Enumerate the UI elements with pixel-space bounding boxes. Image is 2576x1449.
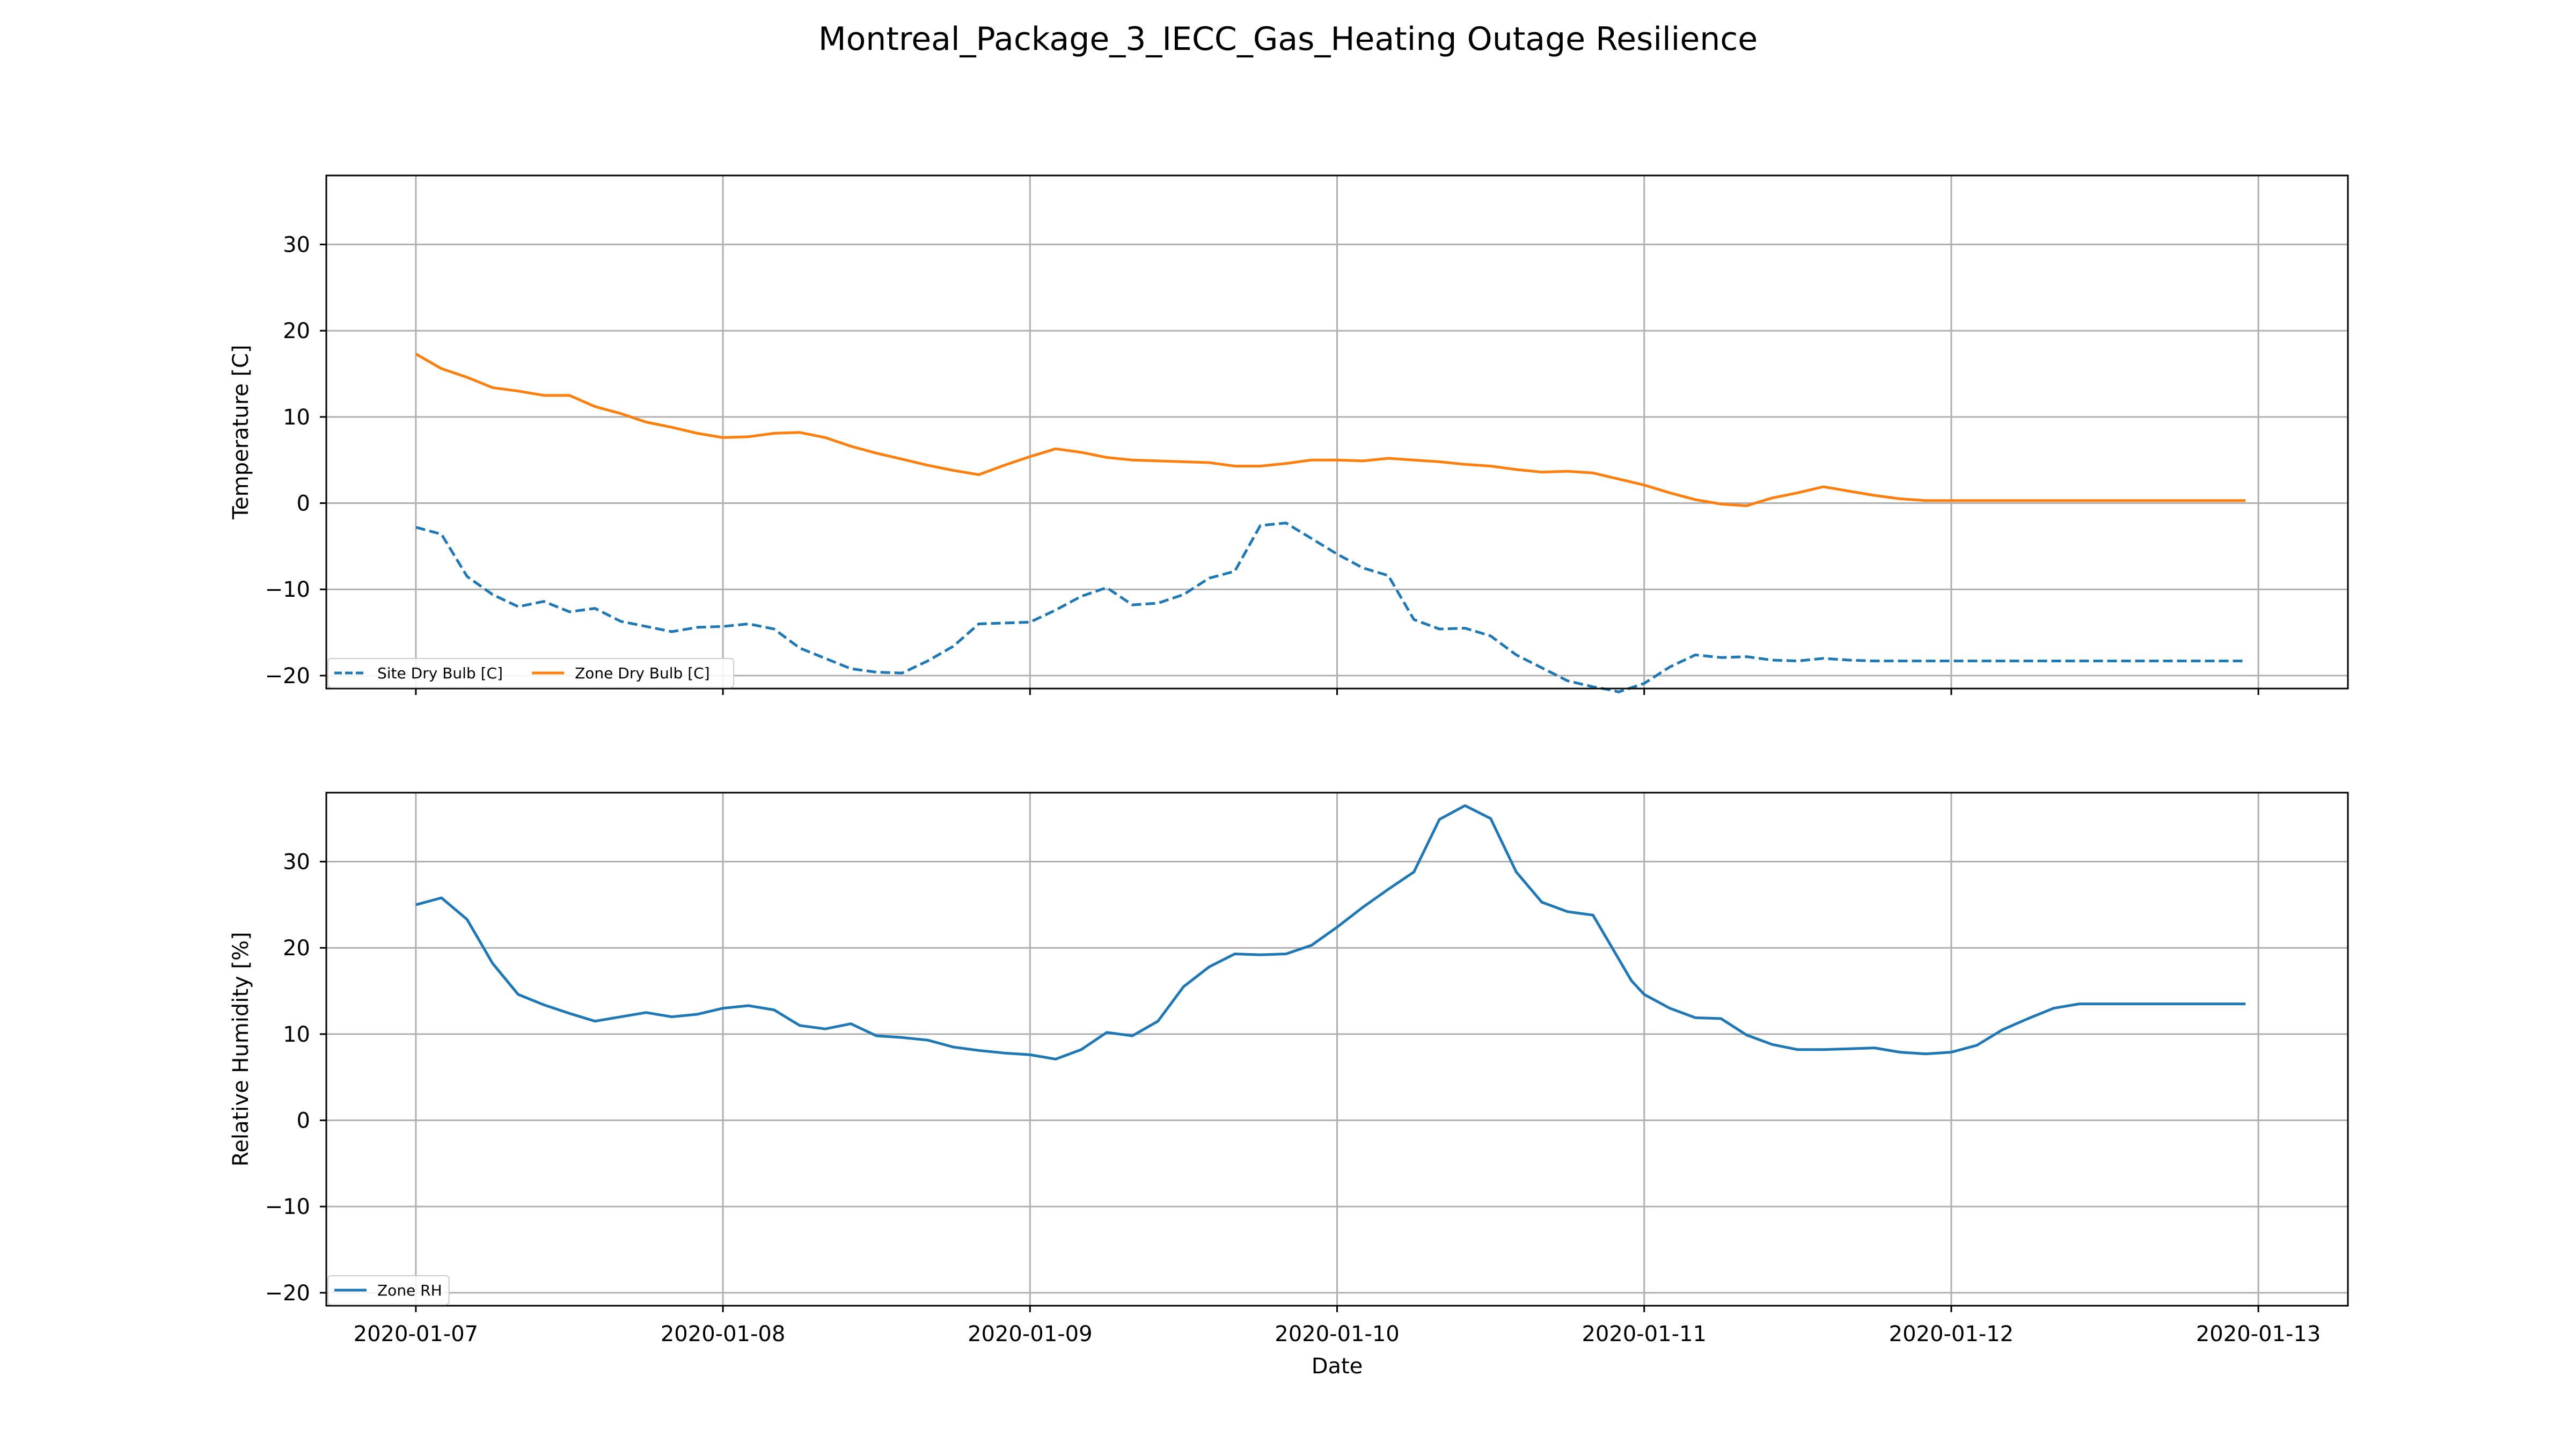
series-line-zone-dry-bulb-c [415, 353, 2246, 507]
humidity-ticks: 2020-01-07 2020-01-08 2020-01-09 2020-01-10… [265, 850, 2321, 1346]
legend-box [327, 1275, 450, 1305]
temperature-grid [326, 175, 2348, 689]
temperature-axis-label: Temperature [C] [229, 345, 253, 519]
date-axis-label: Date [1312, 1354, 1363, 1379]
x-tick-label: 2020-01-08 [661, 1322, 785, 1346]
y-tick-label: 10 [283, 405, 310, 430]
temperature-ticks: −20 −10 0 10 20 30 [265, 233, 2259, 695]
humidity-axis-label: Relative Humidity [%] [229, 932, 253, 1166]
humidity-series [415, 804, 2246, 1060]
x-tick-label: 2020-01-07 [354, 1322, 478, 1346]
humidity-grid [326, 793, 2348, 1306]
x-tick-label: 2020-01-13 [2196, 1322, 2321, 1346]
y-tick-label: 20 [283, 319, 310, 343]
y-tick-label: 10 [283, 1022, 310, 1047]
x-tick-label: 2020-01-09 [968, 1322, 1092, 1346]
y-tick-label: −10 [265, 577, 310, 602]
y-tick-label: −20 [265, 664, 310, 689]
legend-box [327, 658, 735, 688]
x-tick-label: 2020-01-10 [1275, 1322, 1399, 1346]
x-tick-label: 2020-01-11 [1582, 1322, 1706, 1346]
y-tick-label: 0 [297, 492, 310, 516]
humidity-legend: Zone RH [327, 1275, 450, 1305]
legend-label: Zone Dry Bulb [C] [575, 664, 710, 682]
temperature-legend: Site Dry Bulb [C] Zone Dry Bulb [C] [327, 658, 735, 688]
x-tick-label: 2020-01-12 [1889, 1322, 2014, 1346]
temperature-series [415, 353, 2246, 693]
temperature-panel: −20 −10 0 10 20 30 Temperature [C] Site Dry B… [229, 174, 2349, 695]
y-tick-label: 30 [283, 850, 310, 875]
humidity-panel: 2020-01-07 2020-01-08 2020-01-09 2020-01-10… [229, 792, 2349, 1379]
y-tick-label: 0 [297, 1109, 310, 1133]
y-tick-label: 30 [283, 233, 310, 258]
y-tick-label: 20 [283, 936, 310, 961]
y-tick-label: −20 [265, 1281, 310, 1306]
series-line-zone-rh [415, 804, 2246, 1060]
figure-title: Montreal_Package_3_IECC_Gas_Heating Outa… [818, 20, 1758, 58]
legend-label: Site Dry Bulb [C] [377, 664, 503, 682]
legend-label: Zone RH [377, 1282, 442, 1299]
series-line-site-dry-bulb-c [415, 522, 2246, 693]
y-tick-label: −10 [265, 1195, 310, 1219]
